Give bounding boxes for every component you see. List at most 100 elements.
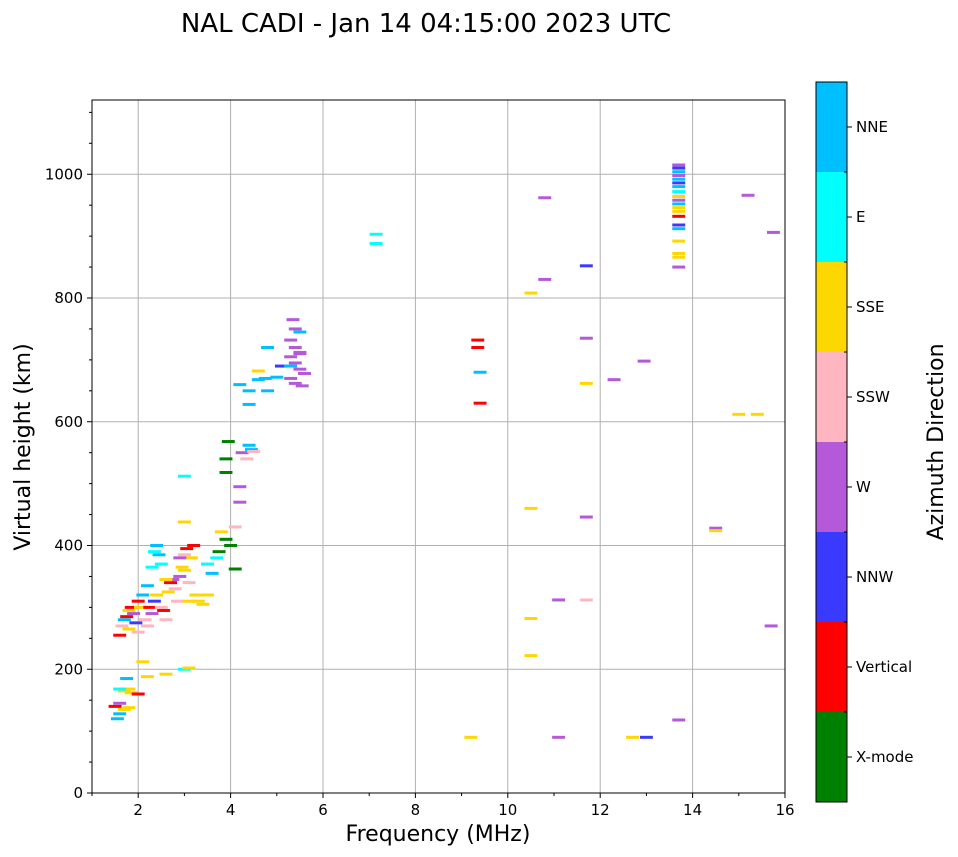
- colorbar-label: SSW: [856, 388, 890, 406]
- y-tick-label: 400: [54, 537, 83, 555]
- echo-point-w: [765, 624, 778, 627]
- echo-point-ssw: [141, 624, 154, 627]
- colorbar-swatch: [816, 172, 847, 262]
- echo-point-nne: [206, 572, 219, 575]
- echo-point-nnw: [672, 223, 685, 226]
- echo-point-sse: [178, 569, 191, 572]
- echo-point-sse: [215, 530, 228, 533]
- y-tick-label: 600: [54, 413, 83, 431]
- echo-point-nne: [136, 594, 149, 597]
- echo-point-w: [287, 318, 300, 321]
- echo-point-nne: [233, 383, 246, 386]
- echo-point-vertical: [132, 600, 145, 603]
- x-tick-label: 2: [133, 801, 143, 819]
- echo-point-nne: [474, 371, 487, 374]
- echo-point-x-mode: [220, 471, 233, 474]
- echo-point-sse: [201, 594, 214, 597]
- colorbar-swatch: [816, 82, 847, 172]
- x-axis-label: Frequency (MHz): [346, 822, 531, 847]
- echo-point-nnw: [148, 600, 161, 603]
- echo-point-w: [127, 612, 140, 615]
- echo-point-w: [672, 718, 685, 721]
- echo-point-vertical: [471, 346, 484, 349]
- echo-point-w: [289, 361, 302, 364]
- colorbar-label: E: [856, 208, 865, 226]
- echo-point-sse: [196, 603, 209, 606]
- x-tick-label: 10: [498, 801, 517, 819]
- echo-point-e: [210, 556, 223, 559]
- echo-point-w: [296, 384, 309, 387]
- echo-point-nne: [120, 677, 133, 680]
- echo-point-vertical: [187, 544, 200, 547]
- echo-point-e: [113, 688, 126, 691]
- echo-point-w: [284, 355, 297, 358]
- echo-point-nne: [672, 227, 685, 230]
- echo-point-w: [233, 501, 246, 504]
- echo-point-sse: [626, 736, 639, 739]
- echo-point-w: [113, 702, 126, 705]
- echo-point-nne: [150, 544, 163, 547]
- echo-point-ssw: [116, 624, 129, 627]
- colorbar: X-modeVerticalNNWWSSWSSEENNE: [816, 82, 913, 802]
- echo-point-sse: [136, 660, 149, 663]
- echo-point-w: [552, 598, 565, 601]
- echo-point-nnw: [129, 621, 142, 624]
- colorbar-swatch: [816, 622, 847, 712]
- echo-point-w: [284, 377, 297, 380]
- echo-point-w: [538, 278, 551, 281]
- echo-point-vertical: [164, 581, 177, 584]
- echo-point-w: [580, 337, 593, 340]
- echo-point-w: [289, 346, 302, 349]
- echo-point-e: [178, 475, 191, 478]
- echo-point-nne: [243, 444, 256, 447]
- echo-point-w: [580, 516, 593, 519]
- echo-point-sse: [189, 594, 202, 597]
- echo-point-w: [289, 327, 302, 330]
- echo-point-ssw: [229, 525, 242, 528]
- echo-point-ssw: [159, 618, 172, 621]
- colorbar-label: SSE: [856, 298, 885, 316]
- x-tick-label: 4: [226, 801, 236, 819]
- echo-point-nne: [141, 584, 154, 587]
- echo-point-w: [767, 231, 780, 234]
- echo-point-nne: [243, 403, 256, 406]
- echo-point-nne: [111, 717, 124, 720]
- echo-point-vertical: [132, 693, 145, 696]
- echo-point-sse: [672, 206, 685, 209]
- axis-ticks: 2 4 6 8 10 12 14 16 0 200 400 600 800 1000: [45, 112, 795, 819]
- echo-point-sse: [672, 240, 685, 243]
- echo-point-sse: [122, 628, 135, 631]
- echo-point-sse: [162, 590, 175, 593]
- echo-point-nne: [259, 377, 272, 380]
- echo-point-vertical: [672, 215, 685, 218]
- echo-point-w: [672, 163, 685, 166]
- echo-point-sse: [524, 292, 537, 295]
- echo-point-sse: [524, 654, 537, 657]
- echo-point-ssw: [240, 457, 253, 460]
- echo-point-nne: [293, 331, 306, 334]
- echo-point-nne: [672, 178, 685, 181]
- echo-point-sse: [672, 252, 685, 255]
- y-axis-label: Virtual height (km): [11, 343, 36, 550]
- echo-point-sse: [672, 210, 685, 213]
- echo-point-sse: [732, 413, 745, 416]
- echo-point-x-mode: [224, 544, 237, 547]
- echo-point-w: [742, 194, 755, 197]
- x-tick-label: 12: [591, 801, 610, 819]
- echo-point-nnw: [640, 736, 653, 739]
- ionogram-chart: NAL CADI - Jan 14 04:15:00 2023 UTC 2468…: [0, 0, 958, 857]
- echo-point-ssw: [169, 587, 182, 590]
- echo-point-nne: [118, 618, 131, 621]
- echo-point-ssw: [155, 606, 168, 609]
- echo-point-nne: [243, 389, 256, 392]
- echo-point-sse: [580, 382, 593, 385]
- x-tick-label: 14: [683, 801, 702, 819]
- echo-point-sse: [150, 594, 163, 597]
- echo-point-sse: [122, 609, 135, 612]
- echo-point-w: [173, 575, 186, 578]
- echo-point-nne: [672, 185, 685, 188]
- echo-point-w: [293, 351, 306, 354]
- colorbar-label: Vertical: [856, 658, 912, 676]
- y-tick-label: 0: [73, 784, 83, 802]
- chart-title: NAL CADI - Jan 14 04:15:00 2023 UTC: [181, 9, 671, 39]
